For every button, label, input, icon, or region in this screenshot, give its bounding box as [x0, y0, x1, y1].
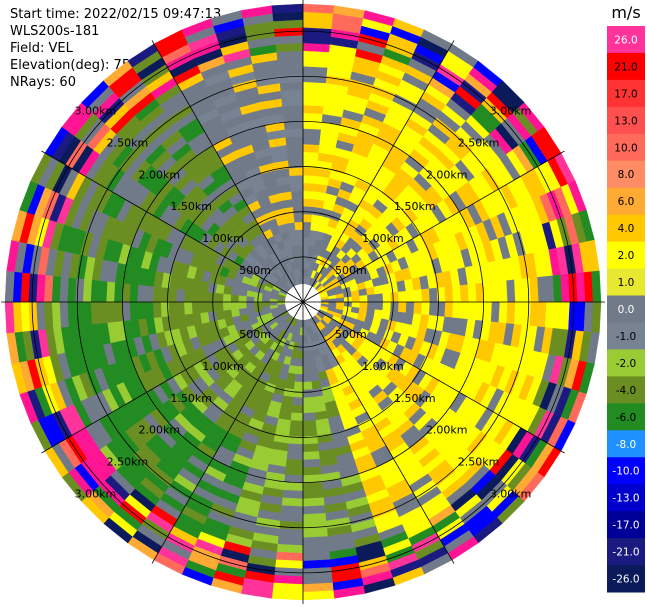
colorbar-tick-label: -4.0: [616, 385, 637, 397]
colorbar-tick-label: -10.0: [612, 466, 639, 478]
colorbar-tick-label: 8.0: [618, 169, 635, 181]
colorbar-tick-label: 1.0: [618, 277, 635, 289]
colorbar-tick-label: 13.0: [614, 115, 637, 127]
colorbar-tick-label: -17.0: [612, 520, 639, 532]
colorbar-unit-label: m/s: [611, 3, 640, 22]
colorbar-tick-label: 10.0: [614, 142, 637, 154]
colorbar-tick-label: -13.0: [612, 493, 639, 505]
colorbar-tick-label: 4.0: [618, 223, 635, 235]
colorbar-tick-label: 21.0: [614, 61, 637, 73]
header-info: Start time: 2022/02/15 09:47:13 WLS200s-…: [10, 6, 221, 91]
start-time-label: Start time: 2022/02/15 09:47:13: [10, 7, 222, 22]
colorbar-tick-label: -2.0: [616, 358, 637, 370]
colorbar-tick-label: 6.0: [618, 196, 635, 208]
colorbar-tick-label: 26.0: [614, 35, 637, 47]
colorbar-tick-label: 2.0: [618, 250, 635, 262]
elevation-label: Elevation(deg): 75.00: [10, 58, 151, 73]
instrument-label: WLS200s-181: [10, 24, 100, 39]
colorbar-tick-label: -8.0: [616, 439, 637, 451]
colorbar-tick-label: -30.0: [612, 601, 639, 607]
colorbar-tick-label: 0.0: [618, 304, 635, 316]
colorbar-tick-label: -21.0: [612, 547, 639, 559]
colorbar-tick-label: 17.0: [614, 88, 637, 100]
field-label: Field: VEL: [10, 41, 73, 56]
colorbar-tick-label: -26.0: [612, 574, 639, 586]
colorbar-tick-label: -6.0: [616, 412, 637, 424]
colorbar-tick-label: -1.0: [616, 331, 637, 343]
nrays-label: NRays: 60: [10, 75, 76, 90]
